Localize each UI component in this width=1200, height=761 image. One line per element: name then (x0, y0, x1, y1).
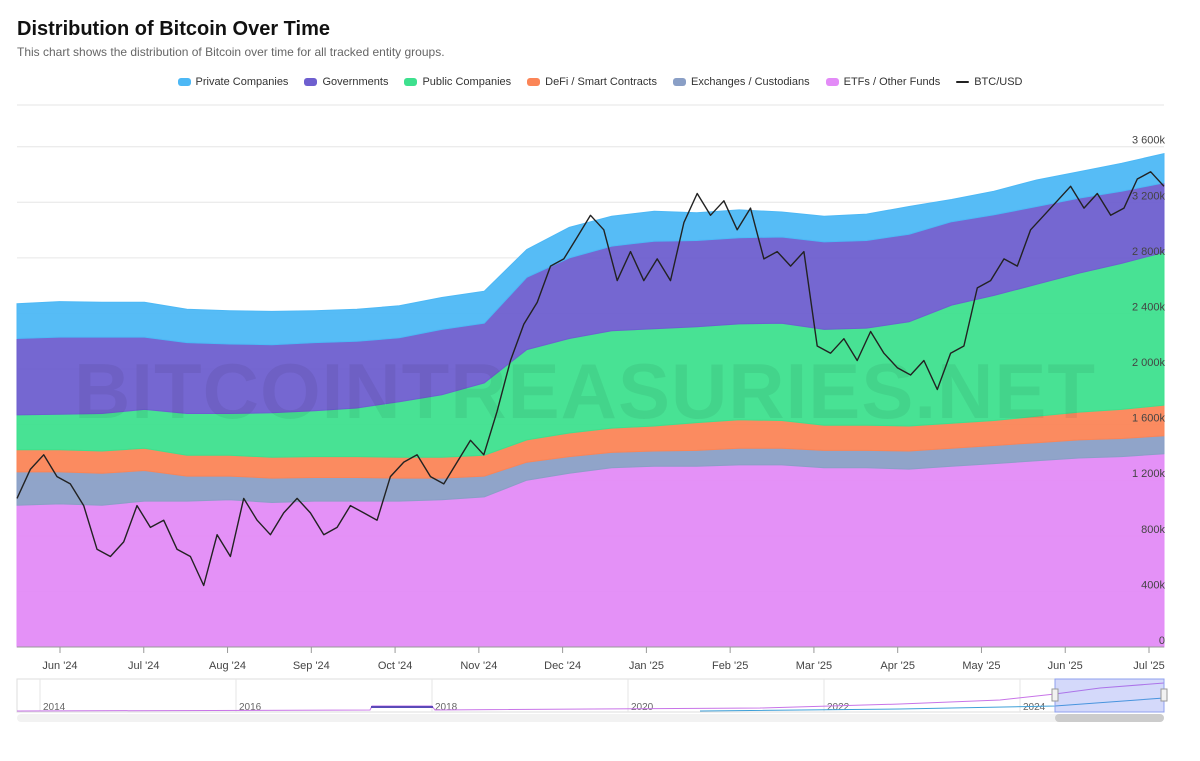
y-axis: 0 400k 800k 1 200k 1 600k 2 000k 2 400k 2 800k 3… (1132, 135, 1166, 647)
y-tick-label: 3 600k (1132, 135, 1166, 147)
legend-label: Private Companies (195, 76, 289, 88)
navigator-selection (1054, 678, 1165, 713)
legend-item-defi[interactable]: DeFi / Smart Contracts (527, 76, 657, 88)
legend-label: Public Companies (422, 76, 512, 88)
x-tick-label: Oct '24 (378, 660, 413, 672)
legend-item-public-companies[interactable]: Public Companies (404, 76, 511, 88)
navigator-handle-left (1051, 688, 1059, 702)
navigator-year-label: 2022 (827, 702, 850, 713)
legend-item-etfs[interactable]: ETFs / Other Funds (825, 76, 941, 88)
chart-title: Distribution of Bitcoin Over Time (17, 18, 330, 40)
navigator-frame (16, 678, 1165, 713)
navigator-year-label: 2016 (239, 702, 262, 713)
x-tick-label: Jan '25 (629, 660, 664, 672)
legend-swatch (527, 78, 541, 86)
y-tick-label: 3 200k (1132, 190, 1166, 202)
y-tick-label: 0 (1159, 635, 1165, 647)
x-tick-label: Jun '25 (1048, 660, 1083, 672)
navigator-year-label: 2020 (631, 702, 654, 713)
navigator-year-label: 2024 (1023, 702, 1046, 713)
x-tick-label: May '25 (962, 660, 1000, 672)
x-tick-label: Dec '24 (544, 660, 581, 672)
legend-swatch (404, 78, 418, 86)
legend-swatch (304, 78, 318, 86)
legend-item-exchanges[interactable]: Exchanges / Custodians (672, 76, 810, 88)
legend-item-private-companies[interactable]: Private Companies (177, 76, 289, 88)
x-tick-label: Sep '24 (293, 660, 330, 672)
y-tick-label: 800k (1141, 524, 1165, 536)
legend-label: DeFi / Smart Contracts (545, 76, 657, 88)
y-tick-label: 2 000k (1132, 357, 1166, 369)
watermark-text: BITCOINTREASURIES.NET (74, 347, 1096, 435)
legend-swatch (956, 81, 970, 83)
y-tick-label: 1 600k (1132, 413, 1166, 425)
btc-usd-line (16, 171, 1165, 587)
chart-legend: Private Companies Governments Public Com… (0, 76, 1200, 88)
navigator-year-label: 2014 (43, 702, 66, 713)
legend-label: BTC/USD (974, 76, 1023, 88)
x-tick-label: Mar '25 (796, 660, 832, 672)
legend-swatch (672, 78, 686, 86)
stacked-areas (16, 152, 1165, 648)
scrollbar-track (17, 714, 1164, 722)
navigator-year-label: 2018 (435, 702, 458, 713)
legend-label: ETFs / Other Funds (843, 76, 941, 88)
legend-label: Exchanges / Custodians (690, 76, 810, 88)
x-tick-label: Jul '24 (128, 660, 159, 672)
area-private-companies (16, 152, 1165, 346)
navigator[interactable]: 2014 2016 2018 2020 2022 2024 (16, 678, 1168, 722)
y-tick-label: 1 200k (1132, 468, 1166, 480)
legend-swatch (177, 78, 191, 86)
x-tick-label: Apr '25 (880, 660, 915, 672)
x-tick-label: Aug '24 (209, 660, 246, 672)
x-tick-label: Jul '25 (1133, 660, 1164, 672)
legend-label: Governments (322, 76, 389, 88)
legend-item-governments[interactable]: Governments (304, 76, 388, 88)
btc-price-line (16, 171, 1165, 587)
x-tick-label: Feb '25 (712, 660, 748, 672)
navigator-handle-right (1160, 688, 1168, 702)
legend-item-btc-usd[interactable]: BTC/USD (956, 76, 1023, 88)
legend-swatch (825, 78, 839, 86)
y-tick-label: 400k (1141, 579, 1165, 591)
y-tick-label: 2 800k (1132, 246, 1166, 258)
chart-subtitle: This chart shows the distribution of Bit… (17, 45, 445, 59)
scrollbar-thumb (1055, 714, 1164, 722)
y-tick-label: 2 400k (1132, 301, 1166, 313)
x-tick-label: Jun '24 (42, 660, 77, 672)
navigator-series (699, 697, 1165, 712)
chart-svg: BITCOINTREASURIES.NET 0 400k 800k 1 200k 1 6… (16, 104, 1168, 722)
x-axis: Jun '24 Jul '24 Aug '24 Sep '24 Oct '24 Nov '… (17, 646, 1165, 672)
x-tick-label: Nov '24 (460, 660, 497, 672)
